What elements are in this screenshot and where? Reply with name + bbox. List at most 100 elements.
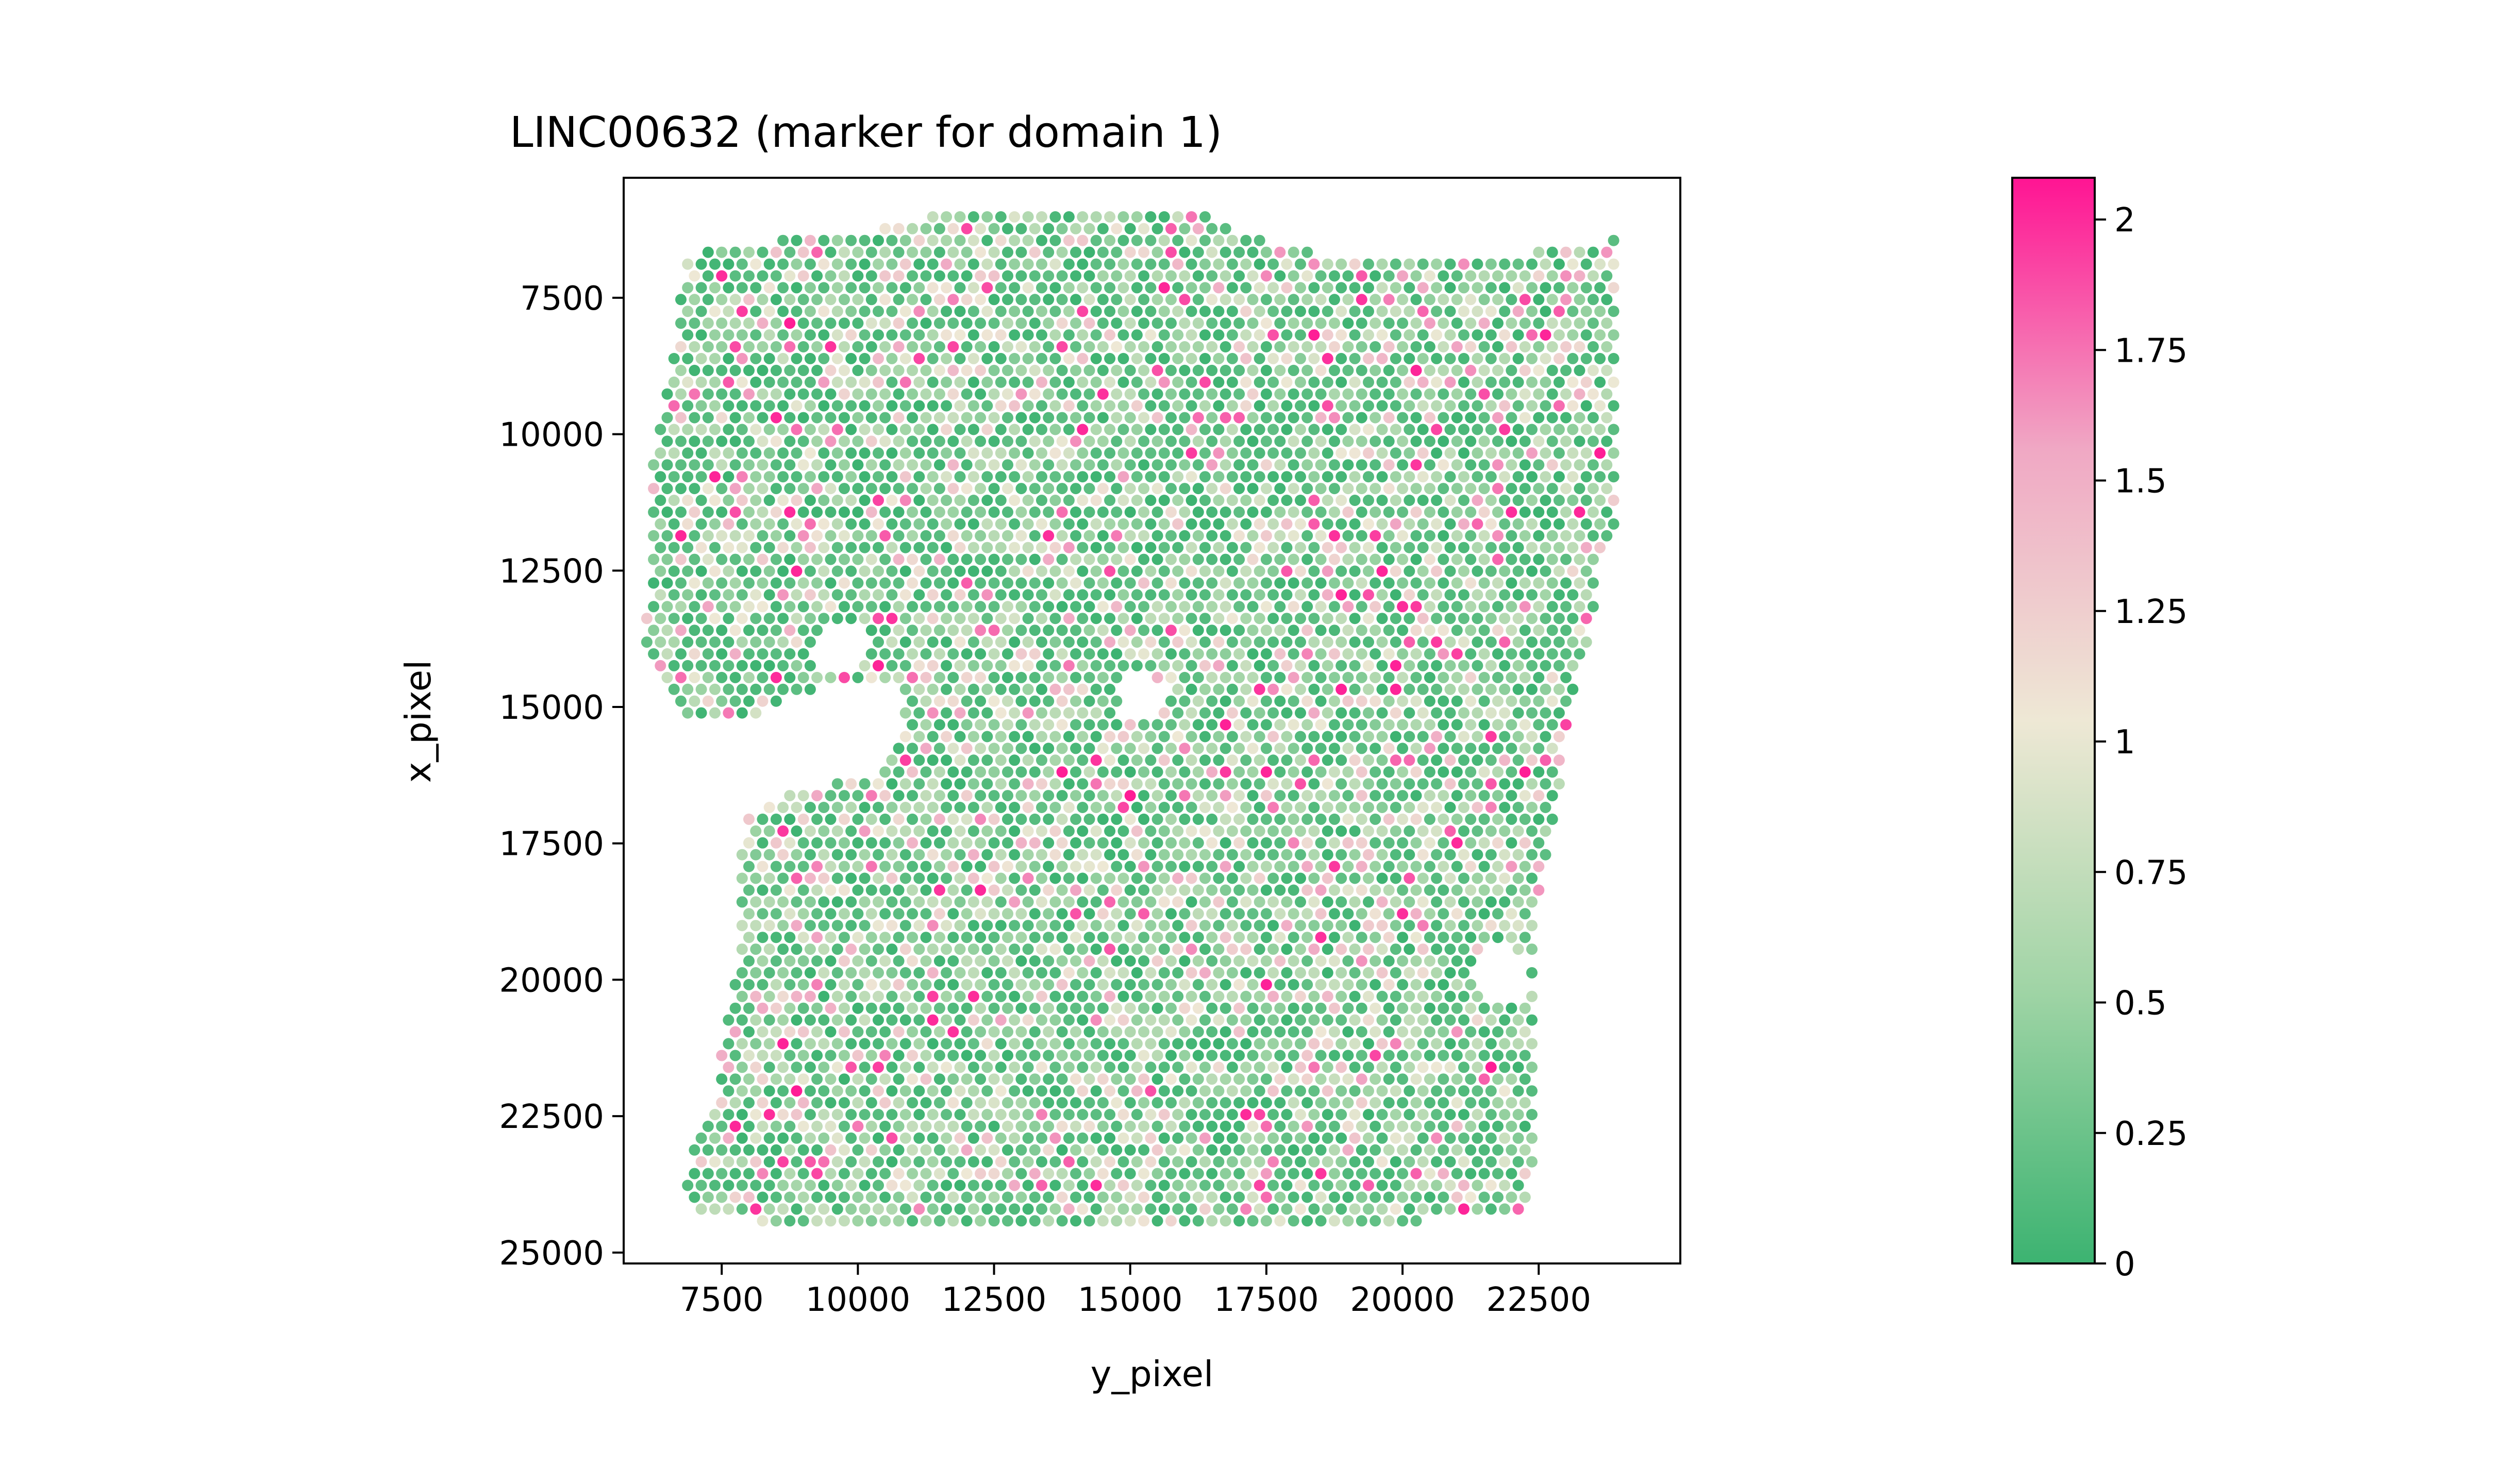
scatter-point	[1165, 648, 1177, 660]
scatter-point	[1308, 849, 1320, 861]
scatter-point	[886, 802, 898, 813]
scatter-point	[750, 471, 762, 483]
scatter-point	[1117, 990, 1129, 1002]
scatter-point	[1281, 400, 1293, 412]
scatter-point	[695, 1156, 707, 1168]
scatter-point	[1322, 825, 1333, 837]
scatter-point	[1295, 967, 1306, 979]
scatter-point	[1036, 211, 1047, 223]
scatter-point	[1158, 1038, 1170, 1050]
scatter-point	[1397, 1073, 1409, 1085]
scatter-point	[954, 613, 966, 625]
scatter-point	[1002, 979, 1013, 990]
scatter-point	[1247, 955, 1259, 967]
scatter-point	[1083, 1026, 1095, 1038]
scatter-point	[1397, 553, 1409, 565]
scatter-point	[1199, 589, 1211, 601]
scatter-point	[1185, 495, 1197, 506]
scatter-point	[873, 234, 884, 246]
scatter-point	[967, 471, 979, 483]
scatter-point	[1329, 625, 1340, 636]
scatter-point	[852, 1050, 864, 1061]
scatter-point	[1077, 542, 1089, 553]
scatter-point	[941, 589, 953, 601]
scatter-point	[1220, 246, 1231, 258]
scatter-point	[1117, 754, 1129, 766]
scatter-point	[1009, 424, 1021, 435]
scatter-point	[736, 400, 748, 412]
scatter-point	[1131, 400, 1143, 412]
scatter-point	[1240, 424, 1252, 435]
scatter-point	[1151, 932, 1163, 943]
scatter-point	[920, 412, 932, 424]
scatter-point	[1097, 223, 1109, 234]
scatter-point	[1512, 1014, 1524, 1026]
scatter-point	[845, 990, 857, 1002]
scatter-point	[1363, 471, 1374, 483]
scatter-point	[1260, 530, 1272, 542]
scatter-point	[1247, 1026, 1259, 1038]
scatter-point	[1254, 282, 1265, 294]
scatter-point	[1485, 613, 1497, 625]
scatter-point	[927, 424, 939, 435]
scatter-point	[1438, 766, 1449, 778]
scatter-point	[1288, 1144, 1299, 1156]
scatter-point	[1410, 908, 1422, 920]
scatter-point	[1049, 778, 1061, 790]
scatter-point	[995, 400, 1007, 412]
scatter-point	[1383, 1097, 1395, 1109]
scatter-point	[1083, 884, 1095, 896]
scatter-point	[1472, 896, 1483, 908]
scatter-point	[1220, 530, 1231, 542]
scatter-point	[1594, 400, 1606, 412]
scatter-point	[1172, 1014, 1184, 1026]
scatter-point	[1220, 601, 1231, 613]
scatter-point	[1104, 424, 1116, 435]
scatter-point	[648, 459, 660, 471]
scatter-point	[1049, 589, 1061, 601]
scatter-point	[1499, 542, 1511, 553]
scatter-point	[1478, 506, 1490, 518]
scatter-point	[1206, 530, 1218, 542]
scatter-point	[1506, 483, 1517, 495]
scatter-point	[1172, 258, 1184, 270]
scatter-point	[1546, 246, 1558, 258]
scatter-point	[825, 884, 837, 896]
scatter-point	[1090, 707, 1102, 719]
scatter-point	[770, 1002, 782, 1014]
scatter-point	[839, 294, 850, 306]
scatter-point	[1295, 1014, 1306, 1026]
scatter-point	[743, 648, 755, 660]
scatter-point	[907, 483, 918, 495]
scatter-point	[1254, 872, 1265, 884]
scatter-point	[1124, 766, 1136, 778]
scatter-point	[1022, 447, 1034, 459]
scatter-point	[743, 861, 755, 872]
scatter-point	[736, 1132, 748, 1144]
scatter-point	[1472, 707, 1483, 719]
scatter-point	[1151, 837, 1163, 849]
scatter-point	[1465, 483, 1477, 495]
scatter-point	[1465, 625, 1477, 636]
scatter-point	[1295, 400, 1306, 412]
scatter-point	[1546, 506, 1558, 518]
scatter-point	[873, 802, 884, 813]
scatter-point	[831, 542, 843, 553]
scatter-point	[1356, 553, 1367, 565]
scatter-point	[1036, 424, 1047, 435]
scatter-point	[1363, 258, 1374, 270]
scatter-point	[1015, 648, 1027, 660]
scatter-point	[967, 825, 979, 837]
scatter-point	[804, 376, 816, 388]
scatter-point	[804, 234, 816, 246]
scatter-point	[750, 424, 762, 435]
scatter-point	[899, 542, 911, 553]
scatter-point	[1465, 1120, 1477, 1132]
scatter-point	[723, 518, 734, 530]
scatter-point	[907, 1120, 918, 1132]
scatter-point	[1485, 329, 1497, 341]
scatter-point	[1165, 1073, 1177, 1085]
scatter-point	[1281, 424, 1293, 435]
scatter-point	[954, 447, 966, 459]
scatter-point	[852, 435, 864, 447]
